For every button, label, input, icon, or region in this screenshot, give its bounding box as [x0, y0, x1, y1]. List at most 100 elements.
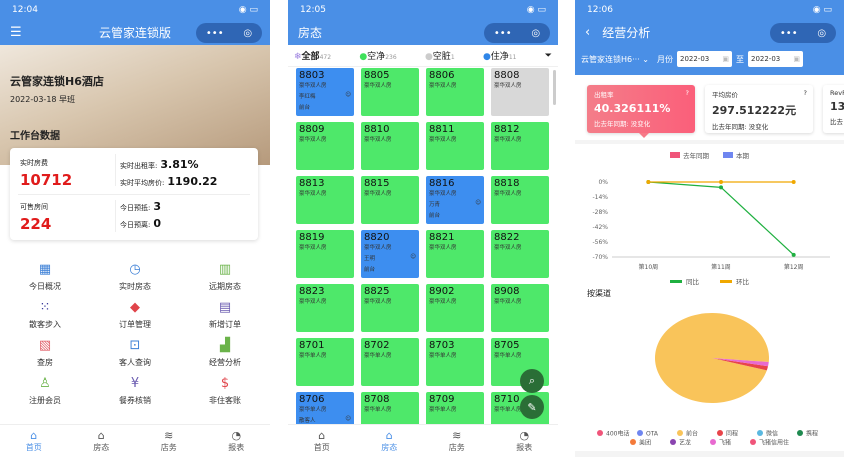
- legend-label[interactable]: 同比: [686, 277, 700, 286]
- back-icon[interactable]: ‹: [585, 25, 591, 40]
- tab-layers[interactable]: ≋ 店务: [135, 425, 203, 457]
- menu-item[interactable]: ◆ 订单管理: [90, 300, 180, 330]
- room-card[interactable]: 8806 豪华双人房: [426, 68, 484, 116]
- room-card[interactable]: 8811 豪华双人房: [426, 122, 484, 170]
- tab-room-status[interactable]: ⌂ 房态: [68, 425, 136, 457]
- tab-room-status[interactable]: ⌂ 房态: [356, 425, 424, 457]
- data-point[interactable]: [719, 180, 723, 184]
- menu-item[interactable]: ⊡ 客人查询: [90, 338, 180, 368]
- more-icon[interactable]: •••: [493, 27, 512, 39]
- filter-tab[interactable]: ❄全部472: [294, 49, 331, 62]
- room-card[interactable]: 8908 豪华双人房: [491, 284, 549, 332]
- kpi-card-revpar[interactable]: RevPAR 13 比去: [823, 85, 844, 133]
- room-card[interactable]: 8808 豪华双人房: [491, 68, 549, 116]
- pie-slice[interactable]: [712, 358, 769, 371]
- edit-fab[interactable]: ✎: [520, 395, 544, 419]
- room-type: 豪华单人房: [364, 353, 392, 359]
- kpi-card-occupancy[interactable]: 出租率? 40.326111% 比去年同期: 没变化: [587, 85, 695, 138]
- room-card[interactable]: 8823 豪华双人房: [296, 284, 354, 332]
- menu-item[interactable]: ▤ 新增订单: [180, 300, 270, 330]
- legend-item[interactable]: 本期: [723, 150, 749, 160]
- legend-label[interactable]: 环比: [736, 277, 750, 286]
- legend-label[interactable]: 美团: [639, 439, 651, 447]
- room-card[interactable]: 8803 豪华双人房 李红梅 ☺ 前台: [296, 68, 354, 116]
- legend-label[interactable]: 400电话: [606, 430, 629, 438]
- room-card[interactable]: 8816 豪华双人房 万青 ☺ 前台: [426, 176, 484, 224]
- filter-tab[interactable]: ●空净236: [359, 49, 396, 62]
- close-target-icon[interactable]: ◎: [243, 27, 253, 39]
- label: 出租率: [594, 91, 614, 99]
- data-point[interactable]: [646, 180, 651, 184]
- search-guest-icon: ⊡: [129, 338, 141, 353]
- menu-item[interactable]: ◷ 实时房态: [90, 262, 180, 292]
- room-card[interactable]: 8825 豪华双人房: [361, 284, 419, 332]
- room-card[interactable]: 8821 豪华双人房: [426, 230, 484, 278]
- menu-item[interactable]: ▦ 今日概况: [0, 262, 90, 292]
- close-target-icon[interactable]: ◎: [531, 27, 541, 39]
- search-fab[interactable]: ⌕: [520, 369, 544, 393]
- legend-label[interactable]: OTA: [646, 431, 659, 438]
- room-card[interactable]: 8809 豪华双人房: [296, 122, 354, 170]
- legend-item[interactable]: 去年同期: [670, 150, 709, 160]
- pie-slice[interactable]: [655, 313, 769, 404]
- room-card[interactable]: 8815 豪华双人房: [361, 176, 419, 224]
- room-card[interactable]: 8822 豪华双人房: [491, 230, 549, 278]
- room-card[interactable]: 8810 豪华双人房: [361, 122, 419, 170]
- more-icon[interactable]: •••: [779, 27, 798, 39]
- menu-item[interactable]: ▥ 远期房态: [180, 262, 270, 292]
- kpi-card-avg-price[interactable]: 平均房价? 297.512222元 比去年同期: 没变化: [705, 85, 813, 133]
- menu-item[interactable]: ▧ 查房: [0, 338, 90, 368]
- room-card[interactable]: 8812 豪华双人房: [491, 122, 549, 170]
- filter-tab[interactable]: ●空脏1: [425, 49, 455, 62]
- tab-pie[interactable]: ◔ 报表: [491, 425, 559, 457]
- legend-label[interactable]: 飞猪信用住: [759, 439, 789, 447]
- legend-label[interactable]: 同程: [726, 430, 738, 438]
- pie-slice[interactable]: [712, 358, 769, 367]
- arrival-stats: 今日预抵: 3 今日预离: 0: [120, 200, 161, 234]
- scrollbar[interactable]: [553, 70, 556, 105]
- legend-label[interactable]: 飞猪: [719, 439, 731, 447]
- help-icon[interactable]: ?: [685, 89, 689, 97]
- room-number: 8708: [364, 394, 390, 405]
- hotel-select[interactable]: 云管家连锁H6··· ⌄: [581, 54, 649, 65]
- data-point[interactable]: [719, 185, 723, 190]
- legend-label[interactable]: 微信: [766, 430, 778, 438]
- tab-pie[interactable]: ◔ 报表: [203, 425, 271, 457]
- room-type: 豪华双人房: [299, 137, 327, 143]
- tab-layers[interactable]: ≋ 店务: [423, 425, 491, 457]
- data-point[interactable]: [791, 252, 796, 257]
- room-card[interactable]: 8702 豪华单人房: [361, 338, 419, 386]
- date-from-input[interactable]: 2022-03 ▣: [676, 51, 732, 67]
- more-icon[interactable]: •••: [205, 27, 224, 39]
- filter-tab[interactable]: ●住净11: [483, 49, 517, 62]
- room-card[interactable]: 8813 豪华双人房: [296, 176, 354, 224]
- tab-home[interactable]: ⌂ 首页: [288, 425, 356, 457]
- room-card[interactable]: 8701 豪华单人房: [296, 338, 354, 386]
- legend-label[interactable]: 前台: [686, 430, 698, 438]
- menu-item[interactable]: ¥ 餐券核销: [90, 376, 180, 406]
- layers-icon: ≋: [164, 429, 174, 442]
- room-card[interactable]: 8805 豪华双人房: [361, 68, 419, 116]
- room-card[interactable]: 8902 豪华双人房: [426, 284, 484, 332]
- tab-home[interactable]: ⌂ 首页: [0, 425, 68, 457]
- date-to-input[interactable]: 2022-03 ▣: [747, 51, 803, 67]
- legend-label[interactable]: 携程: [806, 430, 818, 438]
- menu-item[interactable]: ⁙ 散客步入: [0, 300, 90, 330]
- grid-icon: ▦: [38, 262, 52, 277]
- data-point[interactable]: [791, 180, 796, 184]
- filter-icon[interactable]: ⏷: [544, 50, 552, 61]
- mini-program-capsule: ••• ◎: [484, 23, 550, 43]
- menu-item[interactable]: $ 非住客账: [180, 376, 270, 406]
- filter-row: 云管家连锁H6··· ⌄ 月份 2022-03 ▣ 至 2022-03 ▣: [575, 45, 844, 73]
- menu-item[interactable]: ▟ 经营分析: [180, 338, 270, 368]
- legend-label[interactable]: 艺龙: [679, 439, 691, 447]
- menu-item[interactable]: ♙ 注册会员: [0, 376, 90, 406]
- close-target-icon[interactable]: ◎: [817, 27, 827, 39]
- room-card[interactable]: 8703 豪华单人房: [426, 338, 484, 386]
- help-icon[interactable]: ?: [803, 89, 807, 97]
- room-card[interactable]: 8819 豪华双人房: [296, 230, 354, 278]
- room-card[interactable]: 8820 豪华双人房 王明 ☺ 前台: [361, 230, 419, 278]
- nav-bar: ‹ 经营分析 ••• ◎: [575, 20, 844, 45]
- room-card[interactable]: 8818 豪华双人房: [491, 176, 549, 224]
- menu-icon[interactable]: ☰: [10, 25, 22, 40]
